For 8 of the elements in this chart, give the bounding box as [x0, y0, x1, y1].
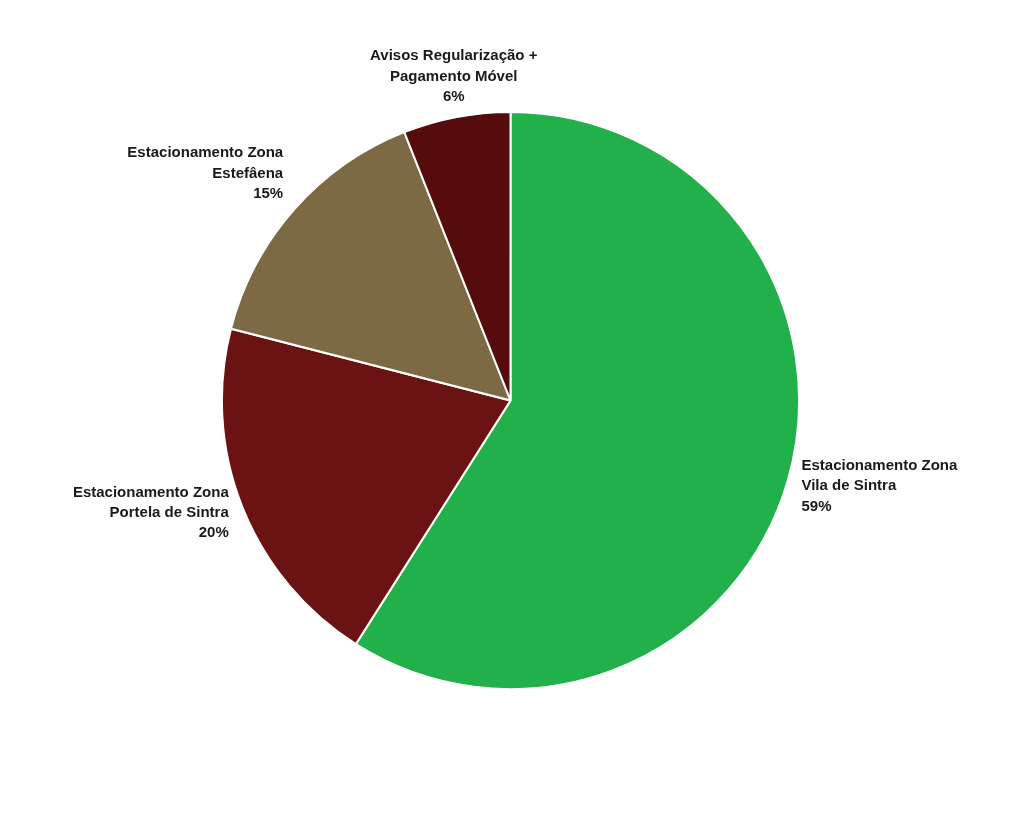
- slice-label: Estacionamento Zona Estefâena: [127, 143, 284, 181]
- slice-label: Estacionamento Zona Portela de Sintra: [72, 482, 230, 521]
- data-label: 59%: [801, 496, 832, 514]
- data-label: 20%: [198, 523, 229, 541]
- data-label: 15%: [253, 184, 284, 202]
- data-label: 6%: [442, 87, 465, 105]
- slice-label: Avisos Regularização + Pagamento Móvel: [370, 46, 538, 84]
- slice-label: Estacionamento Zona Vila de Sintra: [801, 455, 958, 494]
